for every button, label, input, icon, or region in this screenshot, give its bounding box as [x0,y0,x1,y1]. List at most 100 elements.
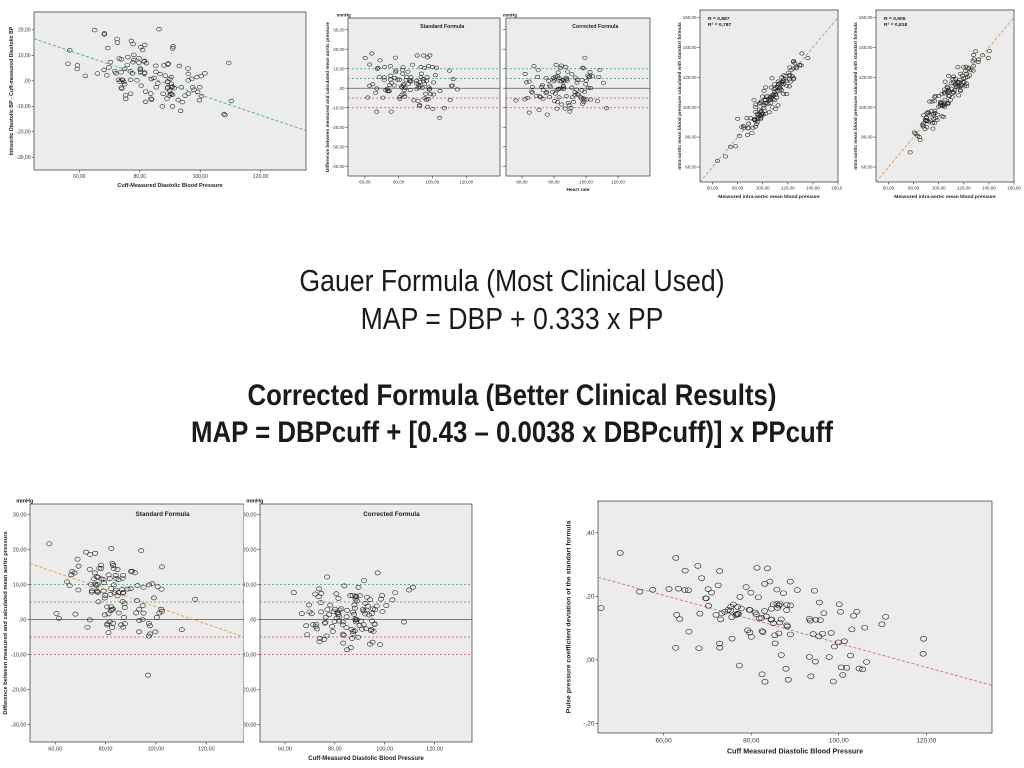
scatter-point [968,68,974,73]
scatter-point [580,65,585,70]
scatter-point [120,615,127,620]
scatter-point [414,86,420,91]
y-axis-label: Difference between measured and calculat… [3,531,9,715]
scatter-point [807,673,815,680]
scatter-point [684,587,692,593]
scatter-point [448,83,454,88]
scatter-point [582,55,588,60]
plot-area [597,500,993,734]
scatter-point [119,77,125,82]
scatter-point [94,581,101,587]
scatter-point [942,105,948,110]
scatter-point [84,624,91,630]
scatter-point [336,614,343,619]
scatter-point [389,597,396,603]
scatter-point [124,62,130,68]
scatter-point [137,66,144,71]
scatter-point [168,92,174,97]
scatter-point [781,73,787,78]
scatter-point [932,120,938,125]
scatter-point [374,570,381,576]
fit-line [875,17,1015,183]
scatter-point [401,92,407,97]
scatter-point [113,575,120,581]
scatter-point [146,623,153,629]
x-tick-label: 140,00 [982,186,996,191]
scatter-point [597,605,605,611]
scatter-point [786,631,794,638]
scatter-point [104,604,111,610]
scatter-point [400,65,406,70]
scatter-point [790,59,796,64]
scatter-point [365,95,371,100]
scatter-point [787,602,795,609]
chart-title: Standard Formula [420,24,464,30]
x-tick-label: 140,00 [806,186,820,191]
scatter-point [544,90,550,95]
scatter-point [377,58,383,63]
scatter-point [927,99,933,104]
chart-corrected-formula-heart-rate: 60,00 80,00 100,00 120,00 30,00 20,00 10,00 ,00… [502,8,652,193]
x-tick-label: 120,00 [781,186,795,191]
scatter-point [835,601,843,608]
scatter-point [597,67,603,72]
scatter-point [761,608,768,614]
y-tick-label: 10,00 [13,582,27,588]
scatter-point [931,95,937,100]
scatter-point [928,118,934,123]
y-tick-label: 20,00 [333,47,345,52]
fit-line [29,563,245,638]
scatter-point [427,87,433,92]
scatter-point [781,91,787,96]
scatter-point [780,77,786,82]
scatter-point [114,36,120,42]
scatter-point [563,64,569,69]
scatter-point [367,628,374,634]
scatter-point [136,618,143,623]
scatter-point [401,87,407,92]
scatter-point [672,555,680,561]
scatter-point [744,116,750,121]
y-tick-label: -40,00 [502,164,503,169]
y-tick-label: 120,00 [683,75,697,80]
scatter-point [226,60,232,66]
y-tick-label: ,20 [585,594,594,601]
scatter-point [86,566,93,572]
scatter-point [416,85,422,90]
scatter-point [820,610,828,616]
scatter-point [362,600,369,606]
x-tick-label: 80,00 [393,180,405,185]
scatter-point [194,89,201,95]
scatter-point [784,676,792,683]
scatter-point [853,608,861,615]
scatter-point [811,587,818,594]
scatter-point [379,593,386,599]
scatter-point [583,82,589,87]
scatter-point [136,60,142,65]
scatter-point [971,63,977,68]
scatter-point [349,635,355,641]
scatter-point [555,100,560,105]
y-tick-label: -10,00 [16,104,30,110]
scatter-point [92,581,99,587]
scatter-point [156,27,162,32]
scatter-point [393,70,399,75]
x-tick-label: 80,00 [743,738,760,745]
scatter-point [861,624,869,631]
scatter-point [547,94,553,99]
scatter-point [850,612,858,619]
scatter-point [718,610,726,617]
scatter-point [574,80,580,85]
scatter-point [192,596,199,602]
scatter-point [523,80,529,85]
scatter-point [753,124,758,129]
scatter-point [529,90,535,95]
chart-corrected-formula-diastolic: 60,00 80,00 100,00 120,00 30,00 20,00 10,00 ,00… [244,492,474,768]
scatter-point [771,632,779,638]
scatter-point [197,85,203,90]
x-tick-label: 80,00 [134,174,147,180]
scatter-point [53,611,60,616]
scatter-point [92,550,99,556]
x-axis-label: Measured intra-aortic mean blood pressur… [718,194,820,200]
scatter-point [431,80,437,85]
